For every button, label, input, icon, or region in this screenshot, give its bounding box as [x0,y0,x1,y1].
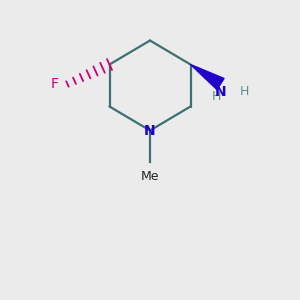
Text: Me: Me [141,169,159,182]
Text: N: N [144,124,156,137]
Text: H: H [211,91,221,103]
Text: N: N [215,85,226,98]
Text: F: F [50,77,59,91]
Text: H: H [240,85,249,98]
Polygon shape [190,64,224,89]
